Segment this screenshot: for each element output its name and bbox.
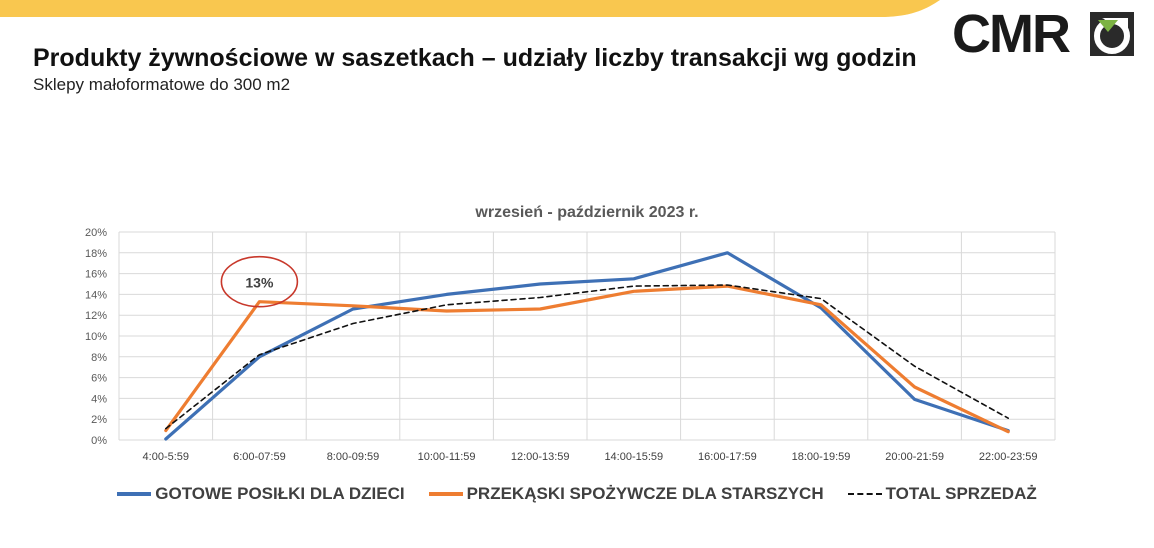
y-tick-label: 6% <box>91 373 107 385</box>
legend-swatch-orange <box>428 492 463 496</box>
line-chart: wrzesień - październik 2023 r. 0% 2% 4% 6% 8%… <box>85 204 1056 463</box>
y-tick-label: 4% <box>91 393 107 405</box>
y-tick-label: 18% <box>85 248 107 260</box>
legend-label: PRZEKĄSKI SPOŻYWCZE DLA STARSZYCH <box>466 484 824 503</box>
x-tick-label: 20:00-21:59 <box>885 451 944 463</box>
x-tick-label: 14:00-15:59 <box>604 451 663 463</box>
x-tick-label: 12:00-13:59 <box>511 451 570 463</box>
header-accent-band <box>0 0 940 17</box>
y-tick-label: 12% <box>85 310 107 322</box>
annotation-circle <box>220 255 299 308</box>
cmr-logo: CMR <box>952 6 1138 62</box>
legend-swatch-dashed <box>847 493 882 495</box>
legend-label: GOTOWE POSIŁKI DLA DZIECI <box>155 484 405 503</box>
legend-swatch-blue <box>117 492 152 496</box>
y-tick-label: 20% <box>85 227 107 239</box>
x-tick-label: 10:00-11:59 <box>418 451 476 463</box>
series-line-2 <box>165 284 1010 430</box>
chart-title: wrzesień - październik 2023 r. <box>474 204 698 221</box>
x-tick-label: 22:00-23:59 <box>979 451 1038 463</box>
y-tick-label: 10% <box>85 331 107 343</box>
annotation-label: 13% <box>245 275 274 291</box>
legend-item-gotowe: GOTOWE POSIŁKI DLA DZIECI <box>117 484 405 504</box>
logo-text: CMR <box>952 4 1071 64</box>
x-tick-label: 4:00-5:59 <box>143 451 189 463</box>
legend-label: TOTAL SPRZEDAŻ <box>885 484 1037 503</box>
series-line-0 <box>164 251 1010 441</box>
x-tick-label: 8:00-09:59 <box>327 451 380 463</box>
series-line-1 <box>164 284 1010 434</box>
y-tick-label: 2% <box>91 414 107 426</box>
page-title: Produkty żywnościowe w saszetkach – udzi… <box>33 44 917 72</box>
x-tick-label: 18:00-19:59 <box>792 451 851 463</box>
x-tick-label: 16:00-17:59 <box>698 451 757 463</box>
page-subtitle: Sklepy małoformatowe do 300 m2 <box>33 75 291 94</box>
y-tick-label: 16% <box>85 269 107 281</box>
chart-legend: GOTOWE POSIŁKI DLA DZIECI PRZEKĄSKI SPOŻ… <box>0 484 1154 504</box>
y-tick-label: 0% <box>91 435 107 447</box>
logo-emblem-icon <box>1090 12 1134 56</box>
legend-item-total: TOTAL SPRZEDAŻ <box>847 484 1037 504</box>
legend-item-przekaski: PRZEKĄSKI SPOŻYWCZE DLA STARSZYCH <box>428 484 824 504</box>
y-tick-label: 8% <box>91 352 107 364</box>
x-tick-label: 6:00-07:59 <box>233 451 286 463</box>
y-tick-label: 14% <box>85 289 107 301</box>
